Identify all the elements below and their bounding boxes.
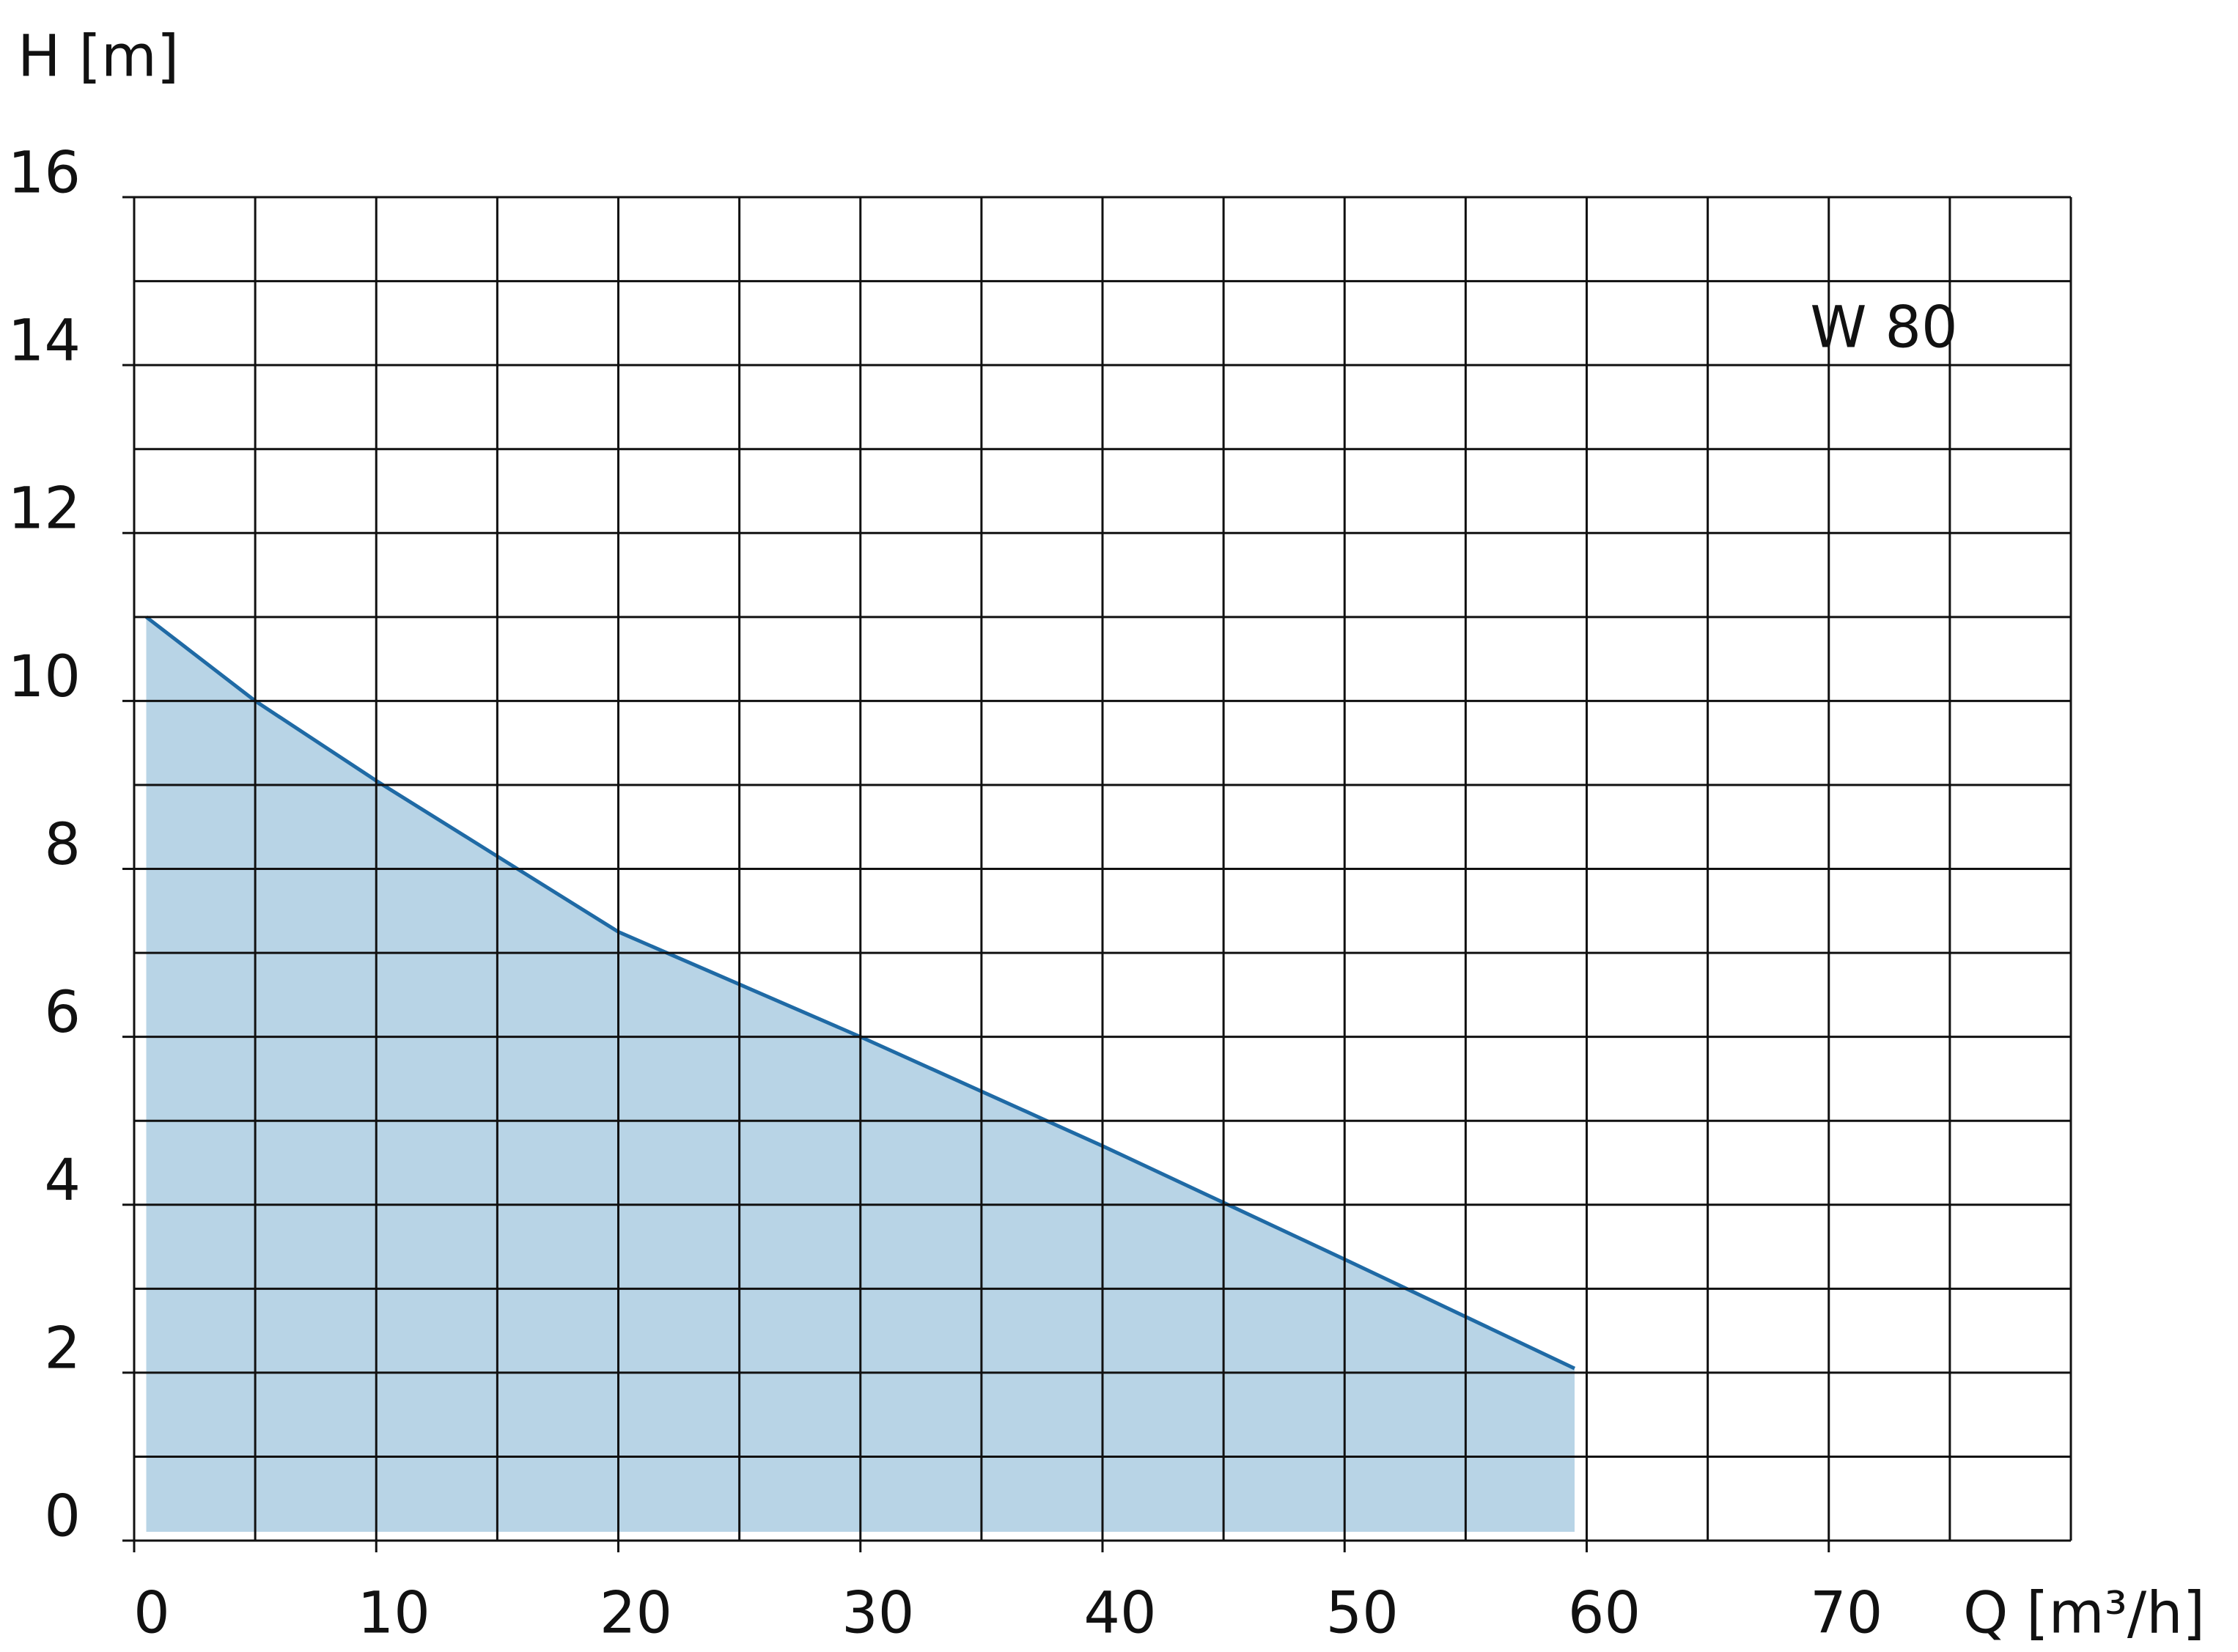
x-tick-label: 10 bbox=[358, 1580, 430, 1646]
x-tick-label: 0 bbox=[133, 1580, 170, 1646]
x-tick-label: 40 bbox=[1083, 1580, 1156, 1646]
y-axis-label: H [m] bbox=[18, 23, 179, 89]
y-tick-label: 12 bbox=[8, 476, 81, 542]
x-axis-label: Q [m³/h] bbox=[1963, 1580, 2205, 1646]
y-tick-label: 2 bbox=[44, 1316, 81, 1382]
x-tick-label: 50 bbox=[1326, 1580, 1399, 1646]
x-tick-label: 70 bbox=[1810, 1580, 1882, 1646]
y-tick-label: 8 bbox=[44, 812, 81, 878]
x-tick-label: 60 bbox=[1568, 1580, 1641, 1646]
y-tick-label: 14 bbox=[8, 309, 81, 375]
annotation: W 80 bbox=[1810, 295, 1957, 361]
y-tick-label: 4 bbox=[44, 1148, 81, 1214]
y-tick-label: 6 bbox=[44, 980, 81, 1046]
x-tick-label: 30 bbox=[842, 1580, 914, 1646]
x-tick-label: 20 bbox=[600, 1580, 672, 1646]
y-tick-label: 16 bbox=[8, 140, 81, 206]
y-tick-label: 10 bbox=[8, 644, 81, 710]
y-tick-label: 0 bbox=[44, 1483, 81, 1549]
